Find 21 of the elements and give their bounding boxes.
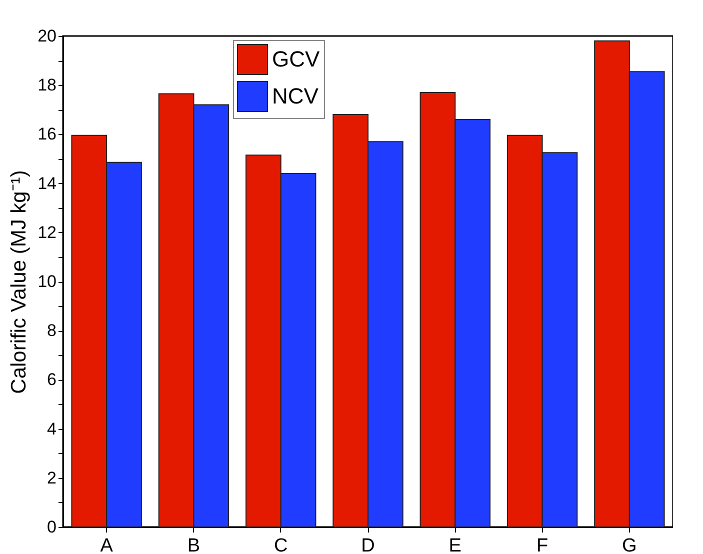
y-axis-title: Calorific Value (MJ kg⁻¹) bbox=[8, 170, 31, 394]
y-tick-label: 12 bbox=[38, 222, 56, 242]
y-tick-label: 2 bbox=[47, 468, 56, 488]
y-tick-label: 0 bbox=[47, 518, 56, 536]
y-tick-label: 4 bbox=[47, 419, 56, 438]
y-tick-label: 8 bbox=[47, 321, 56, 340]
x-tick-label: D bbox=[361, 536, 375, 554]
legend-label: GCV bbox=[272, 46, 320, 72]
y-tick-label: 18 bbox=[38, 76, 56, 95]
y-tick-label: 16 bbox=[38, 124, 56, 144]
x-tick-label: C bbox=[274, 536, 288, 554]
y-tick-label: 10 bbox=[38, 272, 56, 291]
legend-label: NCV bbox=[272, 84, 319, 108]
x-tick-label: A bbox=[100, 536, 114, 554]
x-tick-label: F bbox=[536, 536, 548, 554]
x-tick-label: E bbox=[448, 536, 462, 554]
x-tick-label: B bbox=[187, 536, 200, 554]
y-tick-label: 14 bbox=[38, 174, 56, 193]
x-tick-label: G bbox=[622, 536, 637, 554]
y-tick-label: 6 bbox=[47, 370, 56, 390]
y-tick-label: 20 bbox=[38, 26, 56, 46]
